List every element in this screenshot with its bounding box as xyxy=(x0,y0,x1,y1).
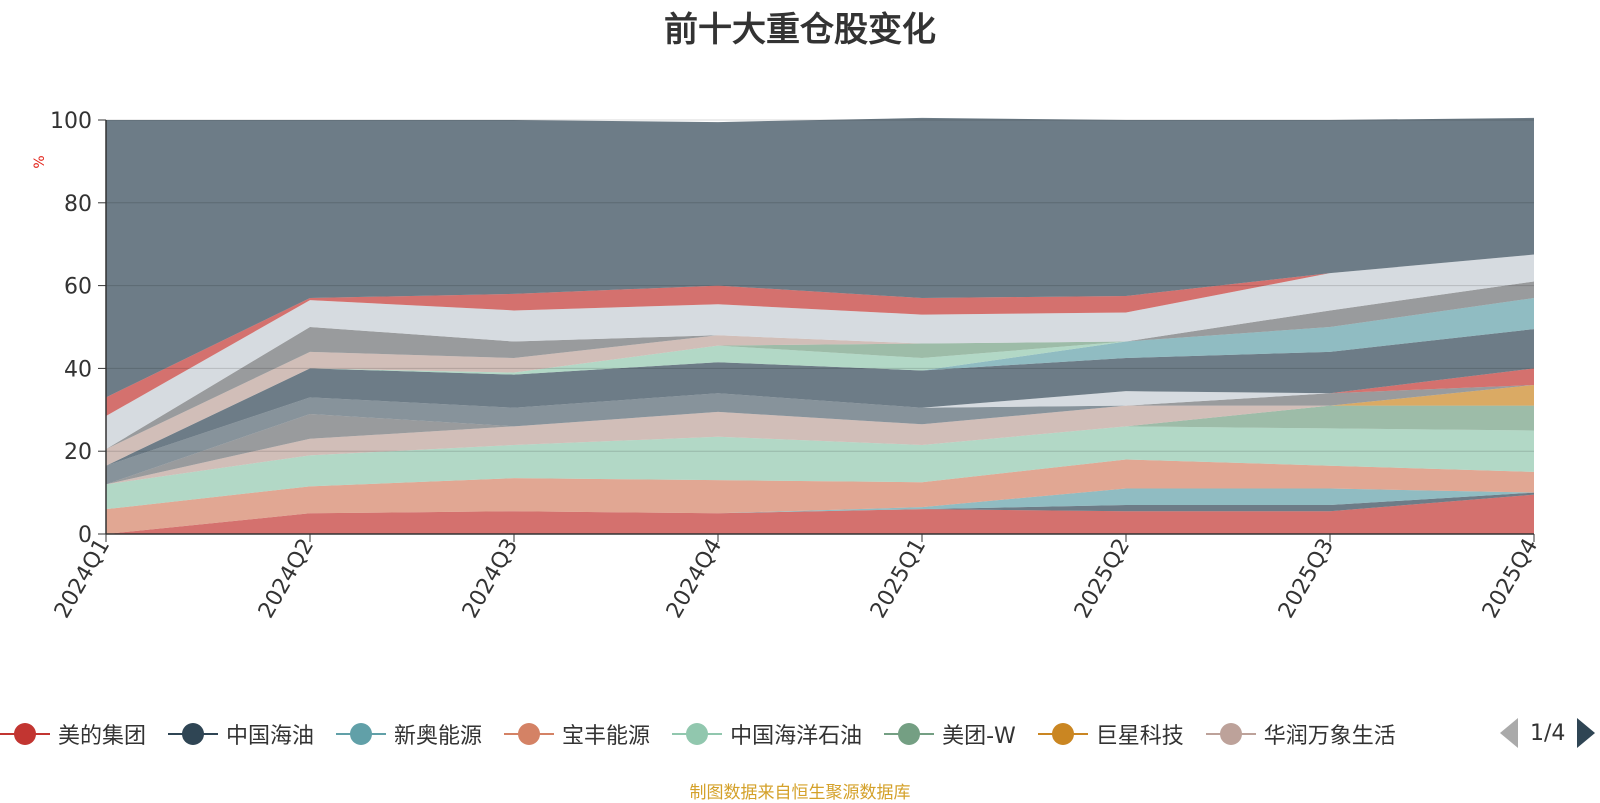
prev-page-icon[interactable] xyxy=(1500,718,1518,748)
legend: 美的集团 中国海油 新奥能源 宝丰能源 中国海洋石油 美团- xyxy=(0,712,1418,756)
x-tick-label: 2024Q3 xyxy=(458,535,523,623)
area-series xyxy=(106,254,1534,450)
x-tick-label: 2025Q3 xyxy=(1274,535,1339,623)
y-tick-label: 40 xyxy=(64,357,92,382)
area-series xyxy=(106,405,1534,485)
next-page-icon[interactable] xyxy=(1577,718,1596,748)
source-note: 制图数据来自恒生聚源数据库 xyxy=(689,783,911,803)
area-series xyxy=(106,488,1534,534)
chart-title: 前十大重仓股变化 xyxy=(664,10,936,50)
y-tick-label: 80 xyxy=(64,192,92,217)
area-series xyxy=(106,298,1534,466)
legend-label: 中国海洋石油 xyxy=(730,724,863,749)
legend-item[interactable]: 美的集团 xyxy=(0,718,146,750)
legend-marker-icon xyxy=(504,719,555,749)
area-series xyxy=(106,117,1534,398)
legend-item[interactable]: 中国海洋石油 xyxy=(672,718,862,750)
y-tick-label: 60 xyxy=(64,275,92,300)
legend-label: 美的集团 xyxy=(58,724,147,749)
legend-marker-icon xyxy=(336,719,387,749)
legend-item[interactable]: 巨星科技 xyxy=(1037,718,1184,750)
legend-item[interactable]: 新奥能源 xyxy=(336,718,482,750)
legend-label: 美团-W xyxy=(942,724,1016,749)
legend-item[interactable]: 中国海油 xyxy=(168,718,314,750)
legend-item[interactable]: 美团-W xyxy=(884,718,1016,750)
legend-marker-icon xyxy=(168,719,219,749)
x-tick-label: 2025Q2 xyxy=(1070,535,1135,623)
legend-marker-icon xyxy=(884,719,935,749)
y-axis-label: % xyxy=(32,155,48,168)
area-series xyxy=(106,384,1534,485)
legend-label: 中国海油 xyxy=(226,724,315,749)
area-series xyxy=(106,329,1534,466)
legend-item[interactable]: 华润万象生活 xyxy=(1205,718,1396,750)
area-series xyxy=(106,459,1534,534)
legend-label: 华润万象生活 xyxy=(1263,724,1396,749)
legend-label: 巨星科技 xyxy=(1095,724,1184,749)
legend-marker-icon xyxy=(1205,719,1256,749)
legend-pager: 1/4 xyxy=(1500,718,1596,748)
area-series xyxy=(106,384,1534,485)
legend-marker-icon xyxy=(1037,719,1088,749)
legend-marker-icon xyxy=(672,719,723,749)
legend-page-indicator: 1/4 xyxy=(1530,720,1566,746)
x-tick-label: 2024Q4 xyxy=(662,535,727,623)
legend-label: 宝丰能源 xyxy=(562,724,651,749)
y-tick-label: 20 xyxy=(64,440,92,465)
legend-marker-icon xyxy=(0,719,50,749)
x-tick-label: 2024Q2 xyxy=(254,535,319,623)
y-tick-label: 100 xyxy=(50,109,92,134)
area-series xyxy=(106,254,1534,417)
legend-label: 新奥能源 xyxy=(394,724,483,749)
area-series xyxy=(106,494,1534,534)
y-tick-label: 0 xyxy=(78,523,92,548)
x-tick-label: 2025Q4 xyxy=(1478,535,1543,623)
legend-item[interactable]: 宝丰能源 xyxy=(504,718,650,750)
area-series xyxy=(106,426,1534,510)
area-series xyxy=(106,384,1534,485)
x-tick-label: 2025Q1 xyxy=(866,535,931,623)
